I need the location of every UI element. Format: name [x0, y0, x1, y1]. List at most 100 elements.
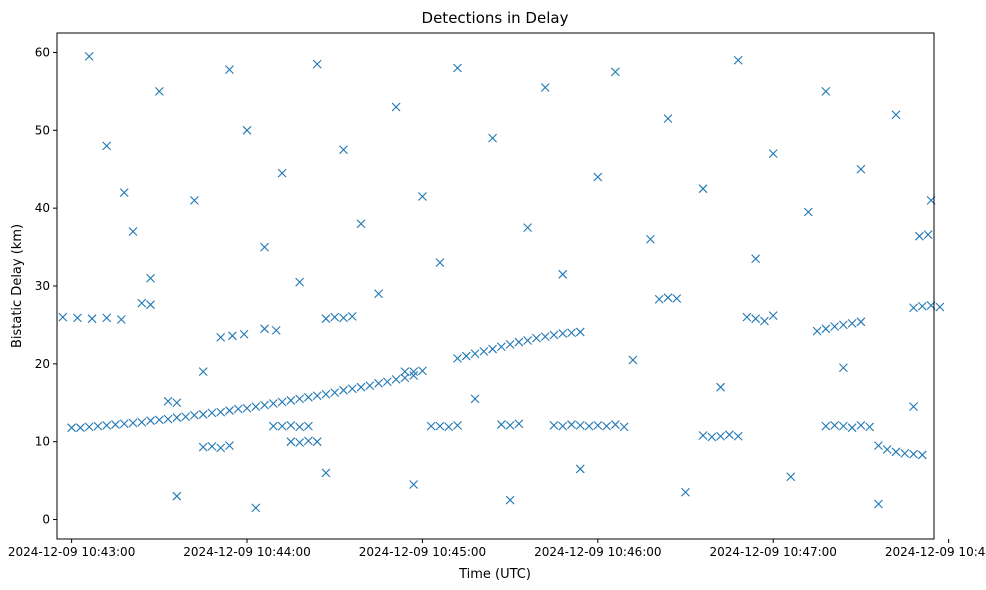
y-tick-label: 50: [35, 123, 50, 137]
data-point: [277, 168, 287, 178]
data-point: [242, 125, 252, 135]
data-point: [610, 67, 620, 77]
data-point: [268, 421, 278, 431]
data-point: [409, 480, 419, 489]
data-point: [514, 337, 524, 347]
data-point: [488, 344, 497, 354]
data-point: [216, 407, 226, 417]
data-point: [356, 219, 366, 229]
data-point: [847, 423, 857, 433]
data-point: [146, 273, 155, 283]
data-point: [856, 420, 866, 430]
data-point: [628, 355, 638, 365]
data-point: [453, 63, 462, 73]
data-point: [461, 351, 471, 361]
data-point: [496, 420, 506, 429]
data-point: [523, 336, 533, 345]
data-point: [207, 408, 217, 418]
data-point: [838, 320, 848, 330]
data-point: [330, 312, 340, 322]
data-point: [102, 141, 112, 151]
data-point: [295, 394, 305, 404]
x-tick-label: 2024-12-09 10:45:00: [359, 545, 486, 559]
data-point: [602, 421, 611, 431]
data-point: [190, 410, 199, 420]
data-point: [874, 499, 883, 509]
data-point: [163, 414, 173, 424]
data-point: [271, 325, 281, 335]
data-point: [93, 421, 103, 431]
data-point: [67, 423, 77, 433]
data-point: [917, 450, 927, 460]
data-point: [146, 300, 155, 310]
data-point: [347, 384, 357, 394]
data-point: [321, 468, 331, 478]
data-point: [198, 410, 208, 419]
data-point: [339, 385, 348, 395]
data-point: [400, 373, 410, 383]
data-point: [733, 431, 743, 441]
data-point: [435, 258, 445, 268]
data-point: [909, 303, 918, 313]
x-tick-label: 2024-12-09 10:47:00: [709, 545, 836, 559]
data-point: [216, 443, 226, 453]
data-point: [163, 396, 173, 406]
data-point: [260, 324, 269, 334]
data-point: [365, 381, 375, 391]
data-point: [409, 367, 419, 377]
x-tick-label: 2024-12-09 10:44:00: [183, 545, 310, 559]
data-point: [225, 441, 234, 450]
data-point: [663, 293, 673, 303]
data-point: [339, 313, 348, 323]
data-point: [312, 437, 322, 447]
data-point: [102, 420, 112, 430]
data-point: [496, 342, 506, 352]
chart-title: Detections in Delay: [422, 9, 569, 27]
data-point: [116, 315, 126, 324]
data-point: [137, 298, 147, 308]
data-point: [347, 311, 357, 321]
data-point: [874, 441, 883, 450]
data-point: [575, 327, 585, 337]
data-point: [724, 430, 734, 440]
data-point: [768, 149, 778, 159]
y-axis-title: Bistatic Delay (km): [10, 224, 25, 348]
data-point: [856, 317, 866, 327]
data-point: [137, 417, 147, 427]
data-point: [803, 207, 813, 217]
data-point: [102, 313, 112, 323]
data-point: [593, 172, 603, 182]
data-point: [225, 406, 234, 415]
data-point: [400, 367, 410, 377]
data-point: [251, 402, 261, 412]
data-point: [330, 388, 340, 398]
data-point: [128, 227, 138, 236]
data-point: [830, 420, 839, 430]
data-point: [514, 419, 524, 429]
data-point: [821, 421, 831, 431]
data-point: [58, 312, 68, 322]
data-point: [277, 421, 287, 431]
data-point: [470, 394, 480, 404]
x-tick-label: 2024-12-09 10:46:00: [534, 545, 661, 559]
data-point: [312, 391, 322, 401]
data-point: [505, 339, 515, 349]
data-point: [128, 418, 138, 428]
data-point: [286, 420, 296, 430]
data-point: [540, 83, 550, 92]
data-point: [321, 389, 331, 399]
data-point: [488, 133, 497, 143]
data-point: [716, 382, 725, 392]
x-tick-label: 2024-12-09 10:43:00: [8, 545, 135, 559]
data-point: [233, 404, 243, 414]
data-point: [75, 423, 85, 433]
data-point: [751, 314, 761, 324]
data-point: [242, 403, 252, 413]
data-point: [900, 448, 910, 458]
data-point: [444, 422, 454, 432]
y-tick-label: 60: [35, 45, 50, 59]
data-point: [453, 354, 462, 363]
data-point: [698, 431, 708, 440]
data-point: [146, 416, 155, 426]
data-point: [207, 441, 217, 451]
